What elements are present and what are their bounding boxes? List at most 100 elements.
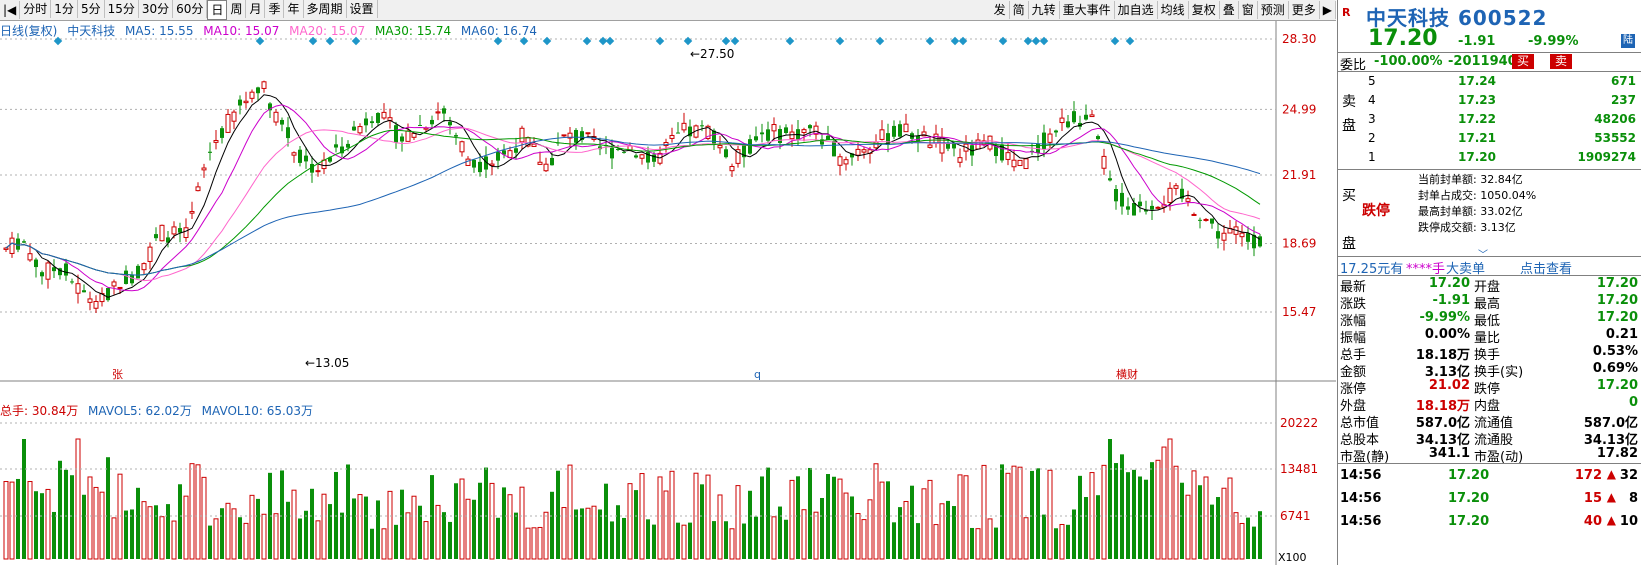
nav-first-icon[interactable]: |◀ — [0, 1, 21, 19]
legend-title: 日线(复权) — [0, 24, 58, 38]
candle-body — [1167, 187, 1173, 203]
candle-body — [1072, 111, 1076, 123]
volume-bar — [418, 505, 422, 559]
candle-body — [1216, 231, 1220, 239]
up-arrow-icon: ▲ — [1606, 467, 1616, 481]
toolbar-button[interactable]: 九转 — [1029, 1, 1060, 19]
candle-body — [370, 121, 374, 124]
volume-bar — [291, 489, 297, 560]
limit-down-label: 跌停 — [1362, 203, 1390, 219]
ask-row[interactable]: 5 17.24 671 — [1338, 72, 1641, 91]
period-tab[interactable]: 设置 — [347, 0, 378, 18]
candle-body — [459, 141, 465, 153]
period-tab[interactable]: 分时 — [20, 0, 52, 18]
toolbar-button[interactable]: 重大事件 — [1060, 1, 1115, 19]
ticker-link[interactable]: 点击查看 — [1520, 262, 1573, 277]
candle-body — [256, 87, 260, 94]
toolbar-button[interactable]: 复权 — [1189, 1, 1220, 19]
price-axis-label: 24.99 — [1282, 102, 1316, 116]
ask-row[interactable]: 1 17.20 1909274 — [1338, 148, 1641, 167]
period-tab[interactable]: 季 — [265, 0, 285, 18]
stat-label: 外盘 — [1340, 399, 1367, 414]
period-tab[interactable]: 周 — [227, 0, 247, 18]
period-tab[interactable]: 15分 — [105, 0, 139, 18]
sell-button[interactable]: 卖 — [1550, 54, 1572, 69]
candle-body — [861, 149, 867, 153]
period-tab[interactable]: 月 — [246, 0, 266, 18]
candle-body — [537, 161, 543, 165]
period-tab[interactable]: 30分 — [139, 0, 174, 18]
candle-body — [298, 149, 302, 163]
stat-value: 0.21 — [1605, 327, 1638, 342]
kline-chart[interactable]: 28.30 24.99 21.91 18.69 15.47 ←27.50 ←13.05 张 q 横… — [0, 21, 1336, 565]
volume-bar — [346, 464, 350, 559]
candle-body — [957, 157, 963, 163]
volume-bar — [970, 527, 974, 559]
period-tab[interactable]: 年 — [284, 0, 304, 18]
event-marker-icon — [1125, 36, 1135, 46]
candle-body — [1084, 114, 1088, 120]
stat-row: 最新 17.20 开盘 17.20 — [1338, 276, 1641, 295]
price-axis-label: 21.91 — [1282, 168, 1316, 182]
toolbar-button[interactable]: 窗 — [1239, 1, 1258, 19]
volume-bar — [34, 491, 38, 559]
volume-bar — [963, 475, 969, 560]
candle-body — [496, 151, 500, 161]
ask-row[interactable]: 4 17.23 237 — [1338, 91, 1641, 110]
ask-price: 17.22 — [1458, 112, 1496, 126]
volume-bar — [99, 491, 105, 560]
period-tab[interactable]: 1分 — [51, 0, 78, 18]
toolbar-button[interactable]: 均线 — [1158, 1, 1189, 19]
toolbar-button[interactable]: 加自选 — [1115, 1, 1158, 19]
volume-bar — [591, 505, 597, 560]
candle-body — [634, 155, 638, 158]
toolbar-button[interactable]: 更多 — [1289, 1, 1320, 19]
volume-bar — [771, 516, 777, 560]
volume-bar — [3, 481, 9, 560]
toolbar-button[interactable]: 发 — [991, 1, 1010, 19]
candle-body — [478, 161, 482, 173]
candle-body — [405, 130, 411, 142]
volume-bar — [855, 513, 861, 560]
volume-bar — [111, 517, 117, 560]
stat-value: -1.91 — [1432, 293, 1470, 308]
volume-bar — [1078, 475, 1082, 559]
volume-bar — [784, 519, 788, 559]
period-tab[interactable]: 日 — [207, 0, 228, 20]
volume-bar — [106, 457, 110, 559]
collapse-chevron-icon[interactable]: ﹀ — [1478, 250, 1488, 261]
ticker-mid: ****手 — [1406, 262, 1446, 277]
volume-bar — [189, 463, 195, 560]
candle-body — [712, 130, 716, 144]
volume-bar — [1101, 464, 1107, 560]
period-tab[interactable]: 多周期 — [304, 0, 347, 18]
price-axis-label: 15.47 — [1282, 305, 1316, 319]
next-icon[interactable]: ▶ — [1320, 1, 1336, 19]
volume-bar — [387, 490, 393, 560]
volume-bar — [813, 511, 819, 560]
ask-row[interactable]: 2 17.21 53552 — [1338, 129, 1641, 148]
stock-header: R 中天科技 600522 — [1338, 0, 1641, 30]
toolbar-button[interactable]: 叠 — [1220, 1, 1239, 19]
stat-value: 0 — [1628, 395, 1638, 410]
candle-body — [1120, 192, 1124, 207]
volume-bar — [1072, 509, 1076, 559]
ticker-bar[interactable]: 17.25元有 ****手 大卖单 点击查看 — [1338, 257, 1641, 277]
volume-bar — [58, 460, 62, 559]
candle-body — [1126, 206, 1130, 210]
volume-bar — [952, 506, 956, 559]
bid-area: 买盘 跌停 当前封单额: 32.84亿 封单占成交: 1050.04% 最高封单额:… — [1338, 170, 1641, 261]
volume-bar — [171, 520, 177, 560]
toolbar-button[interactable]: 预测 — [1258, 1, 1289, 19]
volume-bar — [585, 507, 591, 560]
connect-icon[interactable]: 陆 — [1621, 34, 1635, 48]
toolbar-button[interactable]: 简 — [1010, 1, 1029, 19]
buy-button[interactable]: 买 — [1512, 54, 1534, 69]
candle-body — [826, 135, 830, 140]
period-tab[interactable]: 5分 — [78, 0, 105, 18]
period-tab[interactable]: 60分 — [173, 0, 208, 18]
volume-bar — [280, 470, 284, 559]
volume-bar — [657, 476, 663, 560]
volume-bar — [939, 503, 945, 560]
ask-row[interactable]: 3 17.22 48206 — [1338, 110, 1641, 129]
